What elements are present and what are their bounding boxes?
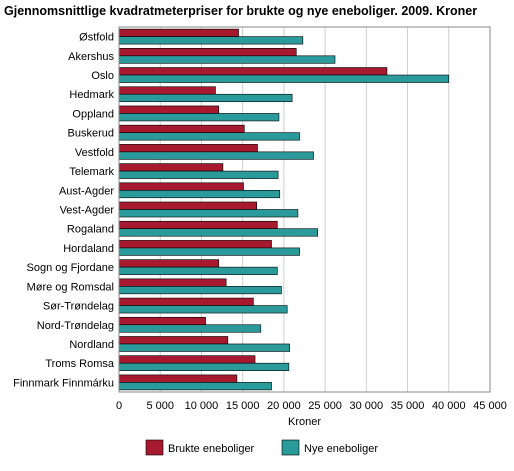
x-tick-label: 0 bbox=[116, 400, 122, 412]
category-label: Nordland bbox=[69, 339, 114, 351]
bar-brukte bbox=[118, 182, 244, 191]
bar-nye bbox=[118, 382, 272, 391]
x-tick-label: 25 000 bbox=[308, 400, 342, 412]
category-label: Finnmark Finnmárku bbox=[13, 377, 114, 389]
category-label: Aust-Agder bbox=[59, 185, 114, 197]
bar-nye bbox=[118, 55, 336, 64]
bar-brukte bbox=[118, 355, 256, 364]
bar-brukte bbox=[118, 259, 220, 268]
category-label: Oppland bbox=[72, 108, 114, 120]
category-labels: Østfold Akershus Oslo Hedmark Oppland Buskeru… bbox=[13, 32, 115, 390]
category-label: Akershus bbox=[68, 51, 114, 63]
bars bbox=[118, 28, 450, 391]
bar-brukte bbox=[118, 105, 220, 114]
category-label: Buskerud bbox=[68, 128, 114, 140]
category-label: Sør-Trøndelag bbox=[43, 301, 114, 313]
legend-label: Nye eneboliger bbox=[304, 443, 378, 455]
bar-nye bbox=[118, 247, 300, 256]
bar-brukte bbox=[118, 374, 238, 383]
bar-brukte bbox=[118, 297, 254, 306]
category-label: Troms Romsa bbox=[45, 358, 115, 370]
legend-swatch bbox=[281, 439, 300, 456]
bar-nye bbox=[118, 343, 290, 352]
bar-nye bbox=[118, 189, 281, 199]
legend-swatch bbox=[145, 439, 164, 456]
bar-nye bbox=[118, 228, 318, 237]
legend-label: Brukte eneboliger bbox=[168, 443, 255, 455]
category-label: Telemark bbox=[69, 166, 114, 178]
bar-brukte bbox=[118, 336, 229, 345]
bar-nye bbox=[118, 286, 282, 295]
bar-nye bbox=[118, 151, 314, 160]
category-label: Rogaland bbox=[67, 224, 114, 236]
category-label: Vest-Agder bbox=[60, 205, 115, 217]
bar-nye bbox=[118, 362, 290, 371]
x-tick-label: 10 000 bbox=[185, 400, 219, 412]
bar-brukte bbox=[118, 28, 239, 37]
bar-brukte bbox=[118, 67, 388, 76]
bar-nye bbox=[118, 74, 450, 83]
bar-nye bbox=[118, 113, 280, 122]
bar-brukte bbox=[118, 316, 206, 326]
category-label: Vestfold bbox=[75, 147, 114, 159]
category-label: Møre og Romsdal bbox=[27, 281, 114, 293]
bar-brukte bbox=[118, 220, 278, 230]
bar-brukte bbox=[118, 201, 257, 210]
bar-nye bbox=[118, 170, 279, 179]
x-tick-labels: 0 5 000 10 000 15 000 20 000 25 000 30 000 35 0… bbox=[116, 400, 507, 412]
x-axis-title: Kroner bbox=[288, 416, 321, 428]
bar-brukte bbox=[118, 86, 216, 95]
bar-nye bbox=[118, 266, 278, 275]
x-tick-label: 45 000 bbox=[473, 400, 507, 412]
x-tick-label: 40 000 bbox=[432, 400, 466, 412]
bar-brukte bbox=[118, 124, 245, 133]
bar-brukte bbox=[118, 144, 258, 153]
x-tick-label: 35 000 bbox=[391, 400, 425, 412]
bar-brukte bbox=[118, 48, 297, 57]
bar-brukte bbox=[118, 163, 224, 172]
x-tick-label: 20 000 bbox=[267, 400, 301, 412]
x-tick-label: 30 000 bbox=[350, 400, 384, 412]
category-label: Oslo bbox=[91, 70, 114, 82]
category-label: Hedmark bbox=[69, 89, 114, 101]
bar-nye bbox=[118, 93, 293, 103]
legend: Brukte eneboliger Nye eneboliger bbox=[145, 439, 378, 456]
bar-nye bbox=[118, 305, 288, 314]
bar-nye bbox=[118, 36, 304, 45]
bar-brukte bbox=[118, 278, 227, 287]
bar-nye bbox=[118, 209, 299, 218]
bar-nye bbox=[118, 324, 262, 333]
plot-frame bbox=[118, 26, 491, 393]
category-label: Nord-Trøndelag bbox=[37, 320, 114, 332]
chart-title: Gjennomsnittlige kvadratmeterpriser for … bbox=[4, 4, 477, 18]
bar-brukte bbox=[118, 240, 272, 249]
category-label: Sogn og Fjordane bbox=[27, 262, 114, 274]
x-tick-label: 5 000 bbox=[146, 400, 174, 412]
bar-nye bbox=[118, 132, 300, 141]
x-tick-label: 15 000 bbox=[226, 400, 260, 412]
category-label: Hordaland bbox=[63, 243, 114, 255]
category-label: Østfold bbox=[79, 32, 114, 44]
